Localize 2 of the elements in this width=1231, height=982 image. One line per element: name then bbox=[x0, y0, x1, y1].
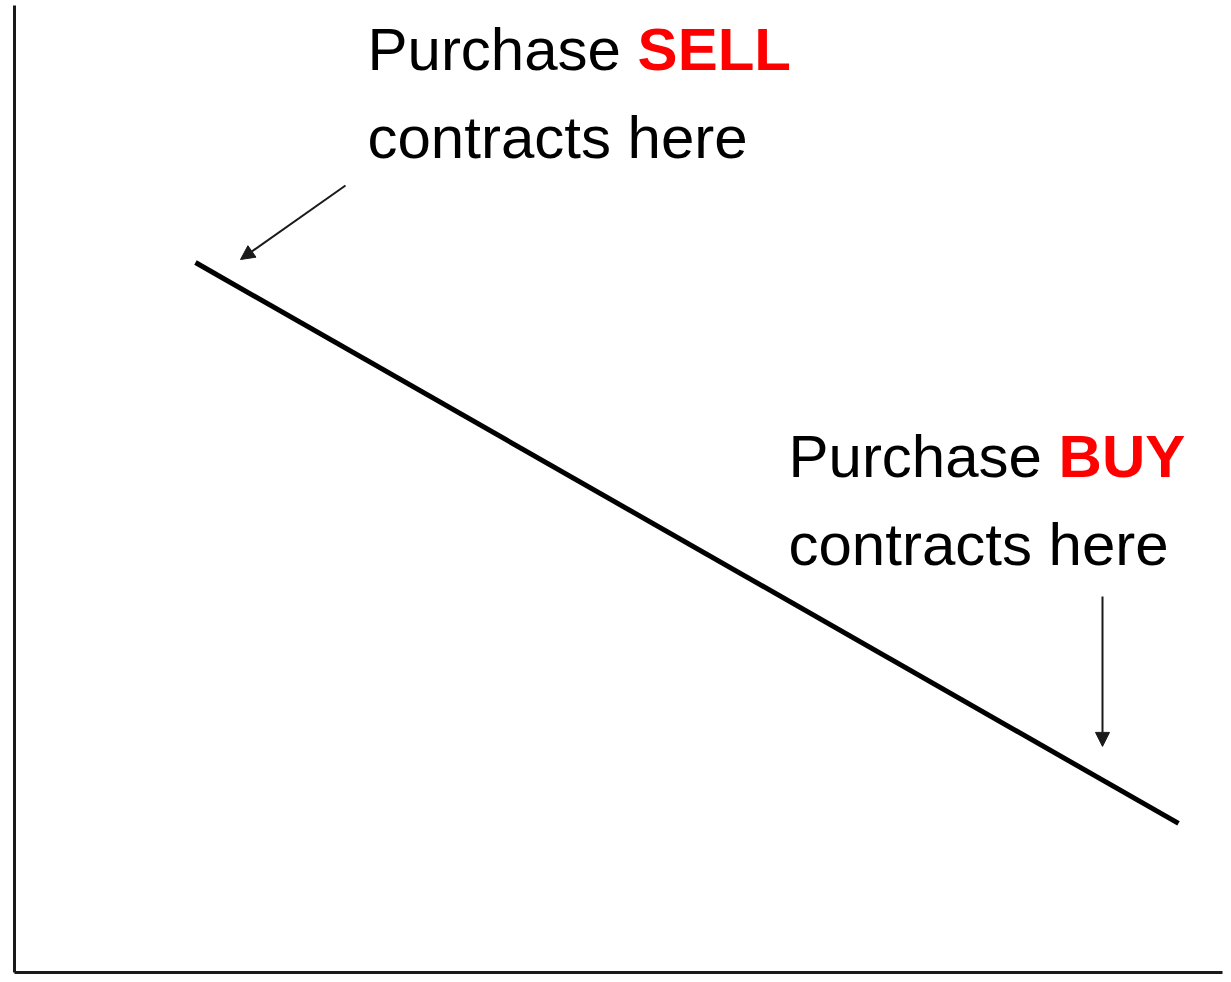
text: Purchase SELL contracts here bbox=[367, 15, 791, 171]
annotation: Purchase BUY contracts here bbox=[788, 423, 1186, 579]
